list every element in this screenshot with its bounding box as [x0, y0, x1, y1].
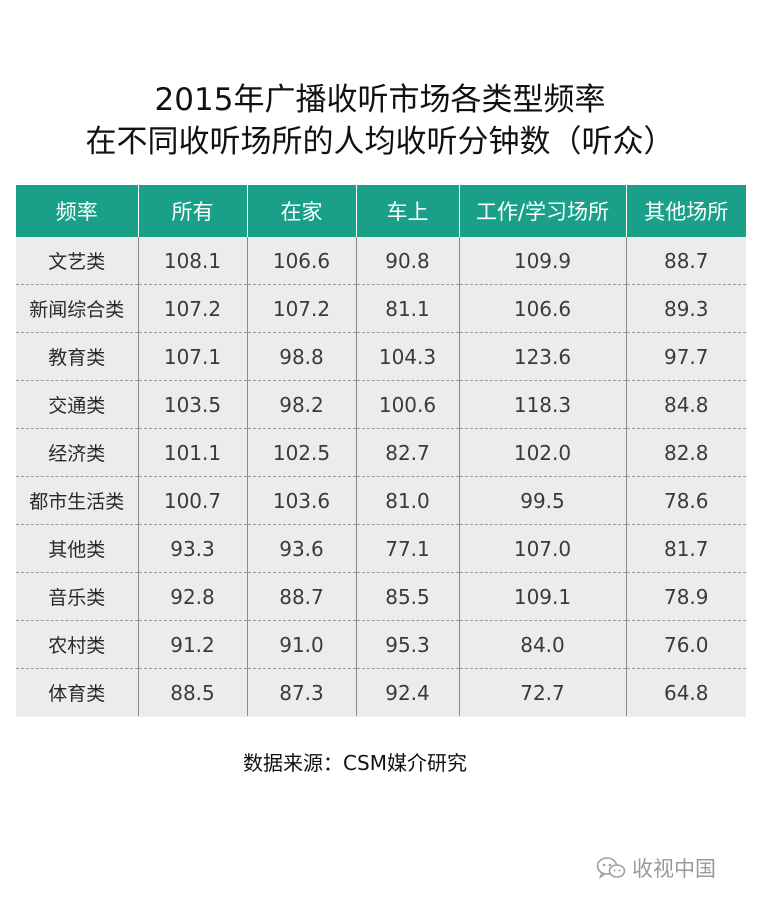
column-header: 车上	[355, 185, 459, 237]
table-cell-value: 82.7	[355, 428, 459, 477]
table-row: 音乐类 92.8 88.7 85.5 109.1 78.9	[16, 572, 746, 621]
column-header: 其他场所	[625, 185, 746, 237]
table-cell-value: 97.7	[625, 332, 746, 381]
row-category-label: 经济类	[16, 428, 138, 477]
table-cell-value: 87.3	[246, 668, 356, 717]
row-category-label: 其他类	[16, 524, 138, 573]
chart-title-line2: 在不同收听场所的人均收听分钟数（听众）	[85, 124, 675, 160]
table-header-row: 频率 所有 在家 车上 工作/学习场所 其他场所	[16, 185, 746, 237]
column-header: 频率	[16, 185, 138, 237]
table-cell-value: 93.3	[137, 524, 247, 573]
watermark-text: 收视中国	[632, 857, 716, 881]
table-row: 交通类 103.5 98.2 100.6 118.3 84.8	[16, 380, 746, 429]
table-cell-value: 107.2	[246, 284, 356, 333]
data-table: 频率 所有 在家 车上 工作/学习场所 其他场所 文艺类 108.1 106.6 90…	[16, 185, 746, 717]
table-row: 文艺类 108.1 106.6 90.8 109.9 88.7	[16, 237, 746, 285]
table-cell-value: 106.6	[246, 237, 356, 285]
table-cell-value: 108.1	[137, 237, 247, 285]
table-cell-value: 100.7	[137, 476, 247, 525]
row-category-label: 交通类	[16, 380, 138, 429]
wechat-icon	[596, 857, 626, 879]
row-category-label: 都市生活类	[16, 476, 138, 525]
table-cell-value: 88.7	[625, 237, 746, 285]
table-cell-value: 93.6	[246, 524, 356, 573]
table-row: 教育类 107.1 98.8 104.3 123.6 97.7	[16, 332, 746, 381]
table-cell-value: 109.9	[458, 237, 626, 285]
table-cell-value: 102.5	[246, 428, 356, 477]
table-cell-value: 98.8	[246, 332, 356, 381]
table-cell-value: 81.1	[355, 284, 459, 333]
row-category-label: 音乐类	[16, 572, 138, 621]
table-cell-value: 91.0	[246, 620, 356, 669]
table-cell-value: 101.1	[137, 428, 247, 477]
table-cell-value: 118.3	[458, 380, 626, 429]
table-row: 新闻综合类 107.2 107.2 81.1 106.6 89.3	[16, 284, 746, 333]
table-row: 农村类 91.2 91.0 95.3 84.0 76.0	[16, 620, 746, 669]
table-cell-value: 76.0	[625, 620, 746, 669]
table-cell-value: 107.1	[137, 332, 247, 381]
watermark: 收视中国	[596, 846, 716, 890]
table-body: 文艺类 108.1 106.6 90.8 109.9 88.7 新闻综合类 107.2 107.…	[16, 237, 746, 717]
table-cell-value: 103.6	[246, 476, 356, 525]
table-cell-value: 102.0	[458, 428, 626, 477]
table-cell-value: 78.9	[625, 572, 746, 621]
table-cell-value: 82.8	[625, 428, 746, 477]
table-cell-value: 90.8	[355, 237, 459, 285]
row-category-label: 文艺类	[16, 237, 138, 285]
table-cell-value: 64.8	[625, 668, 746, 717]
column-header: 工作/学习场所	[458, 185, 626, 237]
table-cell-value: 89.3	[625, 284, 746, 333]
row-category-label: 教育类	[16, 332, 138, 381]
table-cell-value: 107.2	[137, 284, 247, 333]
table-cell-value: 104.3	[355, 332, 459, 381]
table-cell-value: 92.8	[137, 572, 247, 621]
table-cell-value: 88.7	[246, 572, 356, 621]
row-category-label: 农村类	[16, 620, 138, 669]
column-header: 在家	[246, 185, 356, 237]
table-cell-value: 72.7	[458, 668, 626, 717]
table-cell-value: 81.7	[625, 524, 746, 573]
column-header: 所有	[137, 185, 247, 237]
table-cell-value: 84.8	[625, 380, 746, 429]
table-cell-value: 95.3	[355, 620, 459, 669]
table-cell-value: 81.0	[355, 476, 459, 525]
table-cell-value: 77.1	[355, 524, 459, 573]
table-cell-value: 100.6	[355, 380, 459, 429]
table-cell-value: 92.4	[355, 668, 459, 717]
table-row: 都市生活类 100.7 103.6 81.0 99.5 78.6	[16, 476, 746, 525]
table-row: 体育类 88.5 87.3 92.4 72.7 64.8	[16, 668, 746, 717]
data-source-note: 数据来源：CSM媒介研究	[243, 751, 467, 775]
chart-title-line1: 2015年广播收听市场各类型频率	[154, 82, 606, 118]
table-cell-value: 99.5	[458, 476, 626, 525]
table-cell-value: 109.1	[458, 572, 626, 621]
table-cell-value: 98.2	[246, 380, 356, 429]
table-cell-value: 107.0	[458, 524, 626, 573]
table-cell-value: 88.5	[137, 668, 247, 717]
table-cell-value: 78.6	[625, 476, 746, 525]
table-cell-value: 106.6	[458, 284, 626, 333]
table-row: 其他类 93.3 93.6 77.1 107.0 81.7	[16, 524, 746, 573]
row-category-label: 新闻综合类	[16, 284, 138, 333]
table-cell-value: 91.2	[137, 620, 247, 669]
table-cell-value: 103.5	[137, 380, 247, 429]
table-cell-value: 123.6	[458, 332, 626, 381]
row-category-label: 体育类	[16, 668, 138, 717]
table-cell-value: 84.0	[458, 620, 626, 669]
table-row: 经济类 101.1 102.5 82.7 102.0 82.8	[16, 428, 746, 477]
table-cell-value: 85.5	[355, 572, 459, 621]
